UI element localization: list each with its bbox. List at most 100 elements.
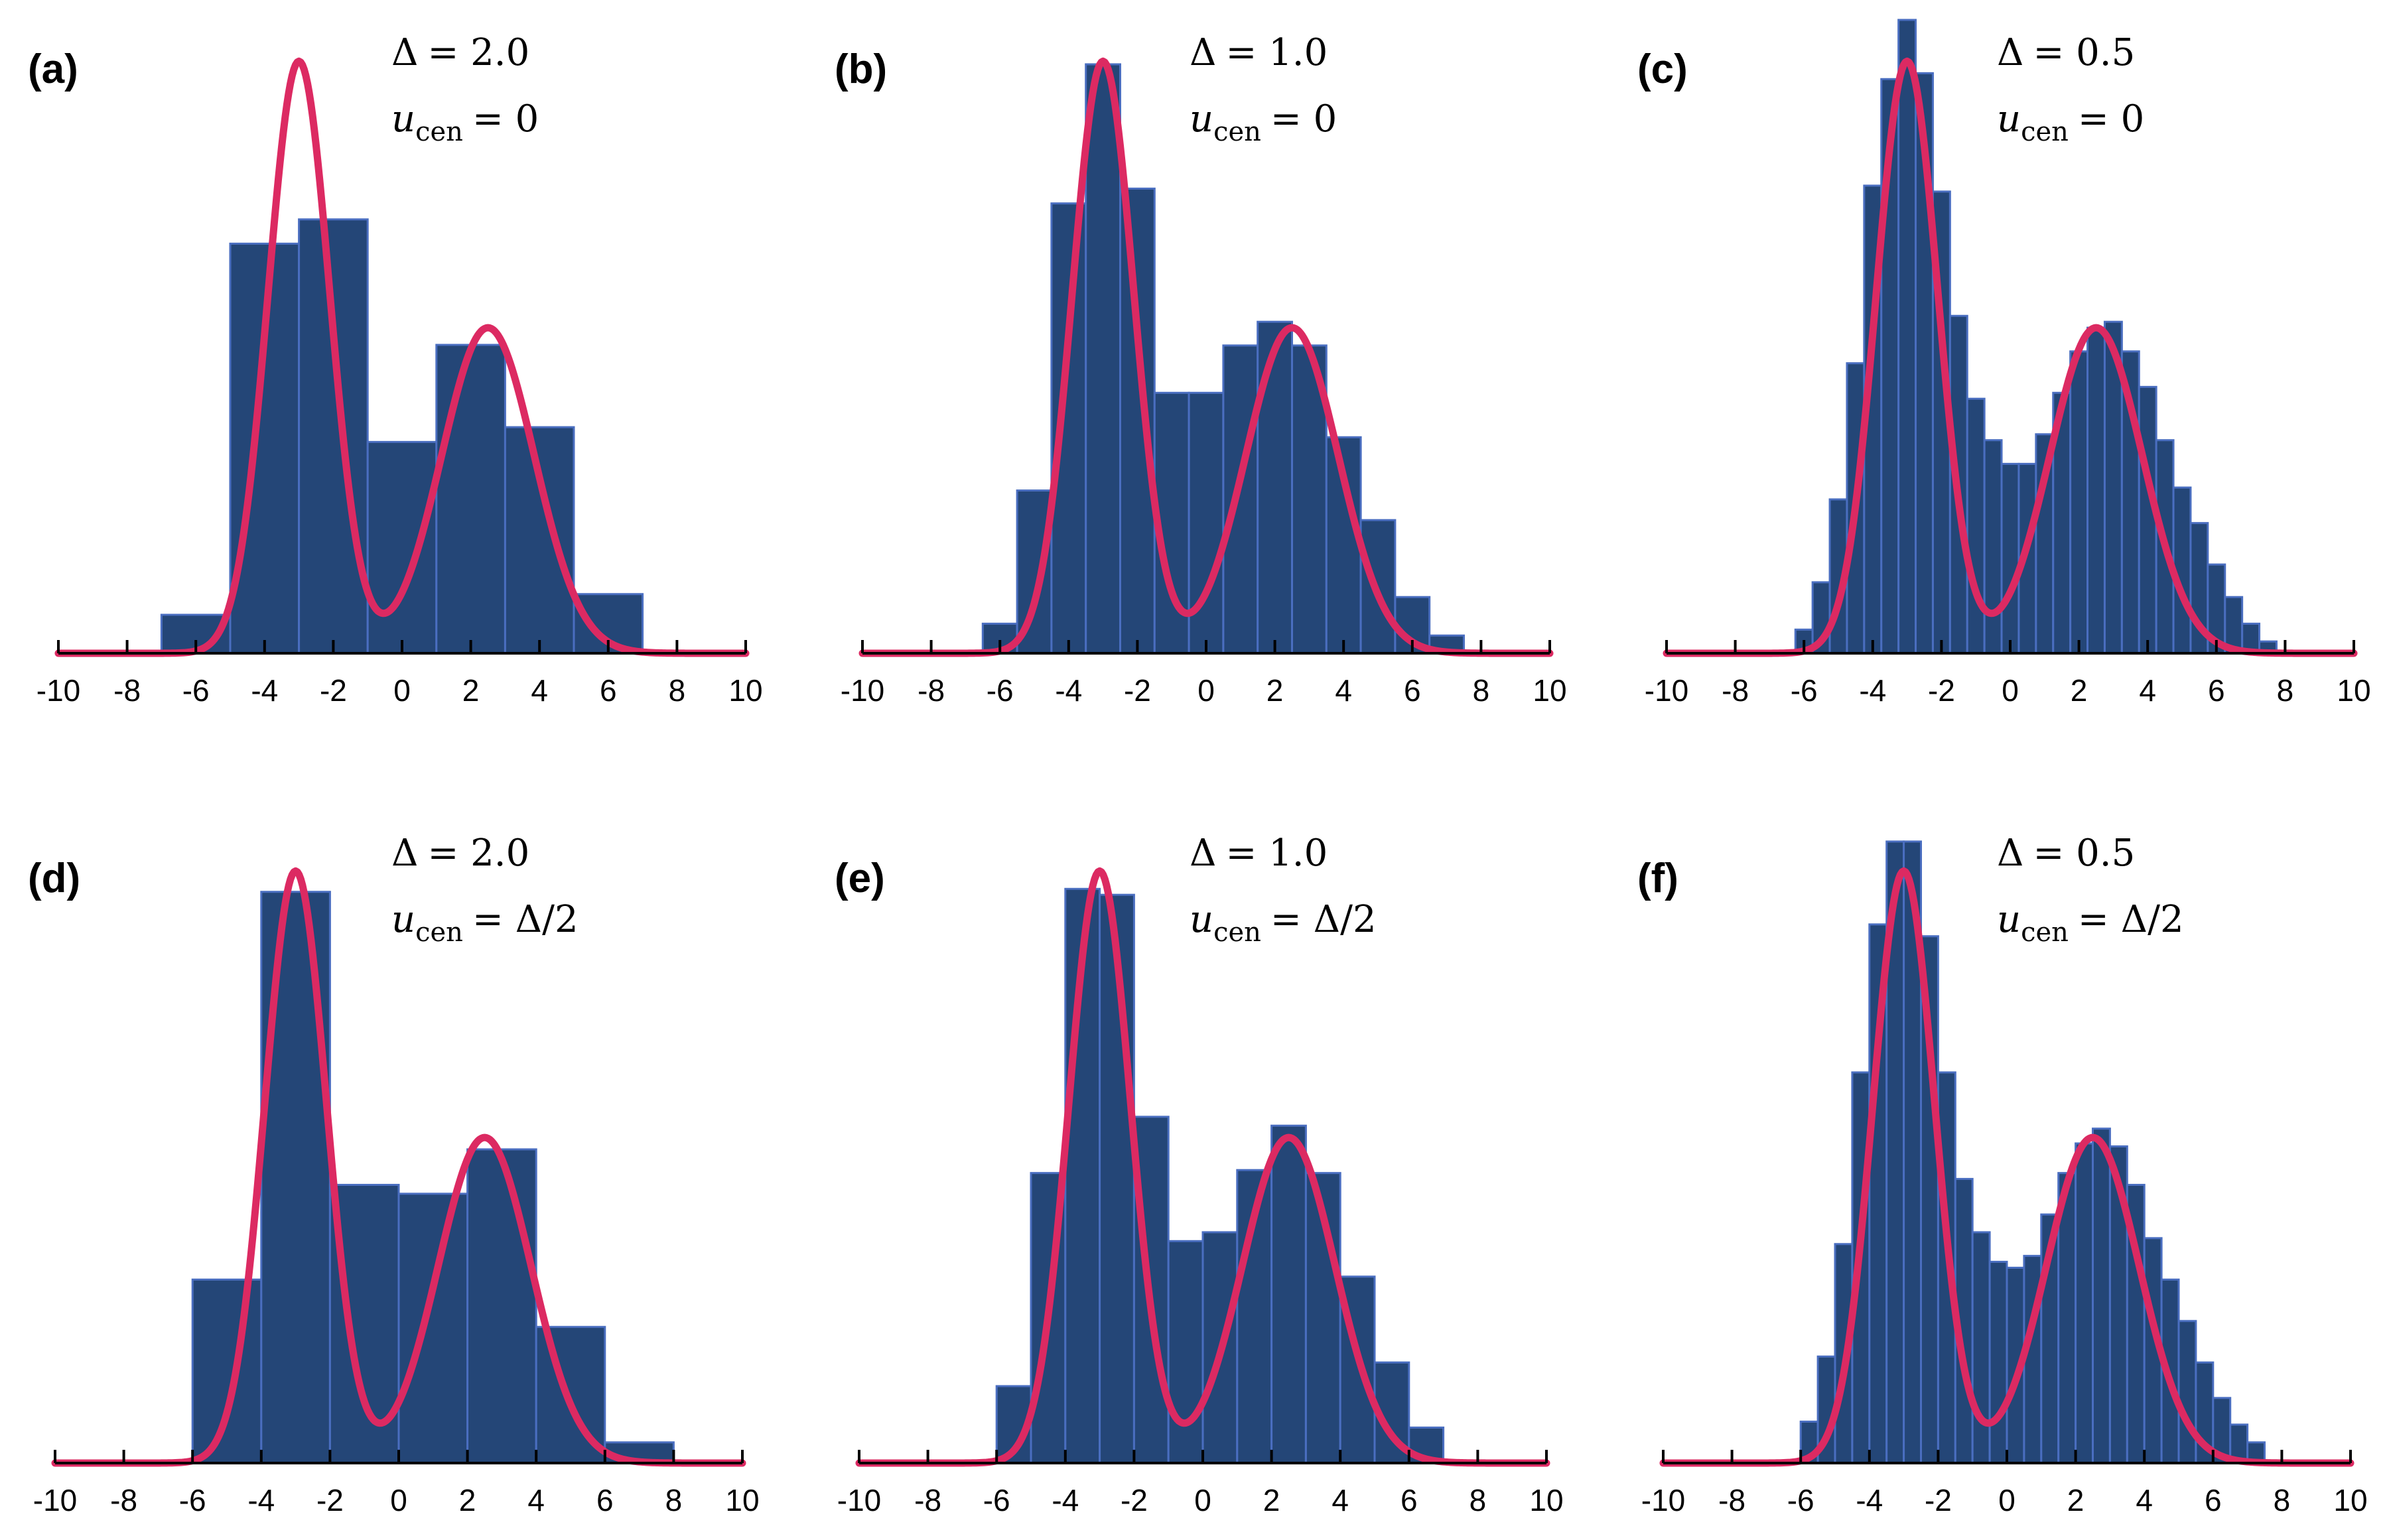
panel-f: -10 -8 -6 -4 -2 0 2 4 6 8 10 (f) Δ = 0.5 ucen = Δ/2 [1637, 832, 2368, 1517]
x-tick-label: 0 [393, 673, 411, 708]
histogram-bar [435, 344, 506, 655]
panel-label: (c) [1637, 46, 1688, 92]
x-tick-label: 4 [1335, 673, 1352, 708]
histogram-bar [191, 1278, 263, 1464]
delta-value: = 1.0 [1225, 832, 1328, 875]
x-tick-label: -10 [33, 1483, 77, 1517]
x-tick-label: -4 [251, 673, 278, 708]
delta-annotation: Δ = 2.0 [391, 832, 529, 875]
x-tick-label: -10 [837, 1483, 881, 1517]
histogram-bar [1966, 397, 1986, 655]
delta-symbol: Δ [391, 832, 418, 875]
histogram-bar [1983, 439, 2003, 655]
x-tick-label: -4 [247, 1483, 275, 1517]
u-symbol: u [391, 97, 415, 141]
histogram-bar [1167, 1240, 1204, 1464]
ucen-value: = Δ/2 [1270, 898, 1377, 941]
x-tick-label: -2 [1928, 673, 1955, 708]
x-tick-label: 10 [2333, 1483, 2367, 1517]
delta-annotation: Δ = 0.5 [1997, 31, 2135, 74]
x-tick-label: 4 [531, 673, 548, 708]
x-tick-label: -8 [113, 673, 141, 708]
x-tick-label: -2 [1925, 1483, 1952, 1517]
x-tick-label: -8 [1718, 1483, 1745, 1517]
histogram-bar [1359, 519, 1397, 655]
histogram-bar [1971, 1231, 1991, 1464]
x-tick-label: 6 [600, 673, 617, 708]
panel-d: -10 -8 -6 -4 -2 0 2 4 6 8 10 (d) Δ = 2.0 ucen = Δ/2 [28, 832, 760, 1517]
histogram-bar [2000, 462, 2020, 655]
delta-symbol: Δ [391, 31, 418, 74]
u-symbol: u [1190, 97, 1213, 141]
histogram-bar [397, 1192, 469, 1464]
u-subscript: cen [1213, 117, 1261, 147]
x-tick-label: -4 [1052, 1483, 1079, 1517]
histogram-bar [366, 440, 438, 655]
x-tick-label: 10 [1533, 673, 1566, 708]
panel-label: (f) [1637, 856, 1678, 901]
delta-annotation: Δ = 1.0 [1190, 31, 1328, 74]
x-tick-label: -4 [1856, 1483, 1883, 1517]
x-tick-label: 10 [725, 1483, 759, 1517]
x-tick-label: -6 [983, 1483, 1010, 1517]
x-tick-label: -6 [1791, 673, 1818, 708]
histogram-bar [2138, 385, 2157, 655]
x-tick-label: 8 [665, 1483, 683, 1517]
delta-symbol: Δ [1190, 832, 1216, 875]
x-tick-label: -2 [320, 673, 347, 708]
x-tick-label: 0 [1998, 1483, 2015, 1517]
x-tick-label: 2 [462, 673, 480, 708]
u-symbol: u [1997, 898, 2021, 941]
panel-label: (b) [835, 46, 887, 92]
x-tick-label: -8 [110, 1483, 137, 1517]
x-tick-label: 4 [527, 1483, 545, 1517]
panel-label: (e) [835, 856, 885, 901]
histogram-bar [504, 426, 575, 655]
u-symbol: u [1190, 898, 1213, 941]
ucen-annotation: ucen = Δ/2 [1190, 898, 1377, 948]
panel-b: -10 -8 -6 -4 -2 0 2 4 6 8 10 (b) Δ = 1.0 ucen = 0 [835, 31, 1567, 708]
x-tick-label: 8 [669, 673, 686, 708]
panel-a: -10 -8 -6 -4 -2 0 2 4 6 8 10 (a) Δ = 2.0 ucen = 0 [28, 31, 763, 708]
x-tick-label: -8 [914, 1483, 941, 1517]
x-tick-label: 0 [2002, 673, 2019, 708]
ucen-annotation: ucen = 0 [1190, 97, 1337, 147]
x-tick-label: 2 [1263, 1483, 1280, 1517]
x-tick-label: 2 [1266, 673, 1284, 708]
ucen-value: = 0 [2078, 97, 2144, 141]
histogram-bar [1988, 1261, 2008, 1464]
delta-value: = 1.0 [1225, 31, 1328, 74]
x-tick-label: -8 [918, 673, 945, 708]
delta-value: = 2.0 [427, 832, 529, 875]
u-subscript: cen [415, 917, 463, 948]
x-tick-label: 0 [1194, 1483, 1211, 1517]
delta-annotation: Δ = 0.5 [1997, 832, 2135, 875]
u-symbol: u [1997, 97, 2021, 141]
x-tick-label: 6 [2205, 1483, 2222, 1517]
ucen-value: = Δ/2 [2078, 898, 2184, 941]
panel-e: -10 -8 -6 -4 -2 0 2 4 6 8 10 (e) Δ = 1.0 ucen = Δ/2 [835, 832, 1564, 1517]
x-tick-label: -6 [1787, 1483, 1814, 1517]
delta-annotation: Δ = 1.0 [1190, 832, 1328, 875]
x-tick-label: 8 [1473, 673, 1490, 708]
ucen-value: = 0 [472, 97, 539, 141]
x-tick-label: -4 [1859, 673, 1886, 708]
u-subscript: cen [1213, 917, 1261, 948]
x-tick-label: -10 [36, 673, 80, 708]
histogram-bar [2069, 350, 2089, 655]
x-tick-label: 4 [2139, 673, 2156, 708]
x-tick-label: 10 [2337, 673, 2370, 708]
delta-value: = 0.5 [2033, 832, 2135, 875]
x-tick-label: 6 [2208, 673, 2225, 708]
histogram-bar [1119, 187, 1156, 655]
delta-value: = 0.5 [2033, 31, 2135, 74]
histogram-bar [466, 1148, 537, 1464]
ucen-value: = Δ/2 [472, 898, 579, 941]
u-subscript: cen [415, 117, 463, 147]
panel-label: (a) [28, 46, 78, 92]
delta-symbol: Δ [1997, 832, 2023, 875]
histogram-bar [1085, 63, 1121, 655]
histogram-bar [1257, 320, 1293, 655]
ucen-annotation: ucen = 0 [1997, 97, 2144, 147]
